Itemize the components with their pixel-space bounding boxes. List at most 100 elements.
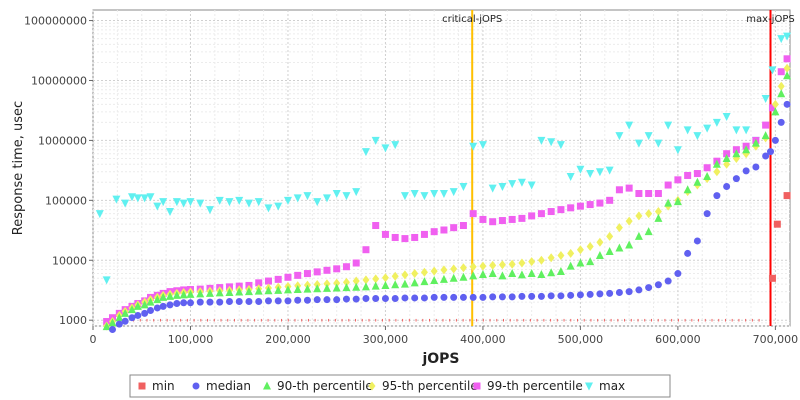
data-point xyxy=(342,277,350,287)
x-tick-label: 300,000 xyxy=(363,333,409,346)
legend-item: median xyxy=(192,379,251,393)
data-point xyxy=(596,290,604,298)
data-point xyxy=(440,293,448,301)
data-point xyxy=(333,278,341,288)
data-point xyxy=(674,270,682,278)
data-point xyxy=(664,181,672,189)
x-axis-ticks: 0 100,000 200,000 300,000 400,000 500,000 600,… xyxy=(90,326,798,346)
data-point xyxy=(371,281,380,290)
data-point xyxy=(254,286,263,295)
data-point xyxy=(645,209,653,219)
data-point xyxy=(322,283,331,292)
data-point xyxy=(235,287,244,296)
legend-item: 99-th percentile xyxy=(473,379,583,393)
data-point xyxy=(333,265,341,273)
data-point xyxy=(440,265,448,275)
data-point xyxy=(722,113,731,122)
data-point xyxy=(479,293,487,301)
data-point xyxy=(762,121,770,129)
data-point xyxy=(166,301,174,309)
data-point xyxy=(215,196,224,205)
data-point xyxy=(115,320,123,328)
max-jops-label: max-jOPS xyxy=(746,14,794,25)
data-point xyxy=(411,294,419,302)
data-point xyxy=(625,216,633,226)
data-point xyxy=(742,145,751,154)
data-point xyxy=(693,132,702,141)
data-point xyxy=(508,180,517,189)
data-point xyxy=(362,295,370,303)
data-point xyxy=(449,273,458,282)
data-point xyxy=(777,81,785,91)
data-point xyxy=(450,264,458,274)
data-point xyxy=(576,165,585,174)
data-point xyxy=(284,297,292,305)
data-point xyxy=(596,237,604,247)
data-point xyxy=(567,204,575,212)
data-point xyxy=(576,202,584,210)
data-point xyxy=(683,185,692,194)
data-point xyxy=(141,309,149,317)
data-point xyxy=(586,257,595,266)
data-point xyxy=(102,276,111,285)
data-point xyxy=(635,286,643,294)
data-point xyxy=(127,305,136,314)
data-point xyxy=(654,139,663,148)
data-point xyxy=(284,273,292,281)
data-point xyxy=(783,71,792,80)
y-axis-ticks: 1000 10000 100000 1000000 10000000 100000000 xyxy=(24,15,93,327)
data-point xyxy=(342,192,351,201)
data-point xyxy=(313,284,322,293)
data-point xyxy=(537,136,546,145)
data-point xyxy=(342,263,350,271)
data-point xyxy=(605,247,614,256)
data-point xyxy=(420,230,428,238)
data-point xyxy=(615,186,623,194)
data-point xyxy=(722,153,731,162)
data-point xyxy=(488,269,497,278)
data-point xyxy=(567,248,575,258)
data-point xyxy=(645,284,653,292)
data-point xyxy=(180,299,188,307)
data-point xyxy=(372,295,380,303)
data-point xyxy=(693,237,701,245)
data-point xyxy=(703,171,712,180)
data-point xyxy=(342,283,351,292)
data-point xyxy=(556,266,565,275)
data-point xyxy=(517,178,526,187)
x-tick-label: 0 xyxy=(90,333,97,346)
data-point xyxy=(595,251,604,260)
data-point xyxy=(693,177,702,186)
data-point xyxy=(684,171,692,179)
data-point xyxy=(401,294,409,302)
data-point xyxy=(528,212,536,220)
data-point xyxy=(313,198,322,207)
data-point xyxy=(215,288,224,297)
data-point xyxy=(391,295,399,303)
data-point xyxy=(323,296,331,304)
data-point xyxy=(400,279,409,288)
data-point xyxy=(205,206,214,215)
data-point xyxy=(172,290,181,299)
data-point xyxy=(576,291,584,299)
legend-marker xyxy=(473,382,481,390)
data-point xyxy=(703,164,711,172)
data-point xyxy=(625,184,633,192)
data-point xyxy=(264,286,273,295)
data-point xyxy=(557,206,565,214)
data-point xyxy=(498,217,506,225)
data-point xyxy=(498,271,507,280)
data-point xyxy=(322,194,331,203)
legend-label: min xyxy=(152,379,175,393)
data-point xyxy=(723,150,731,158)
data-point xyxy=(186,299,194,307)
data-point xyxy=(673,146,682,155)
x-axis-title: jOPS xyxy=(421,351,459,367)
data-point xyxy=(742,126,751,135)
data-point xyxy=(430,293,438,301)
data-point xyxy=(518,292,526,300)
data-point xyxy=(255,298,263,306)
data-point xyxy=(771,136,779,144)
data-point xyxy=(777,118,785,126)
data-point xyxy=(362,275,370,285)
